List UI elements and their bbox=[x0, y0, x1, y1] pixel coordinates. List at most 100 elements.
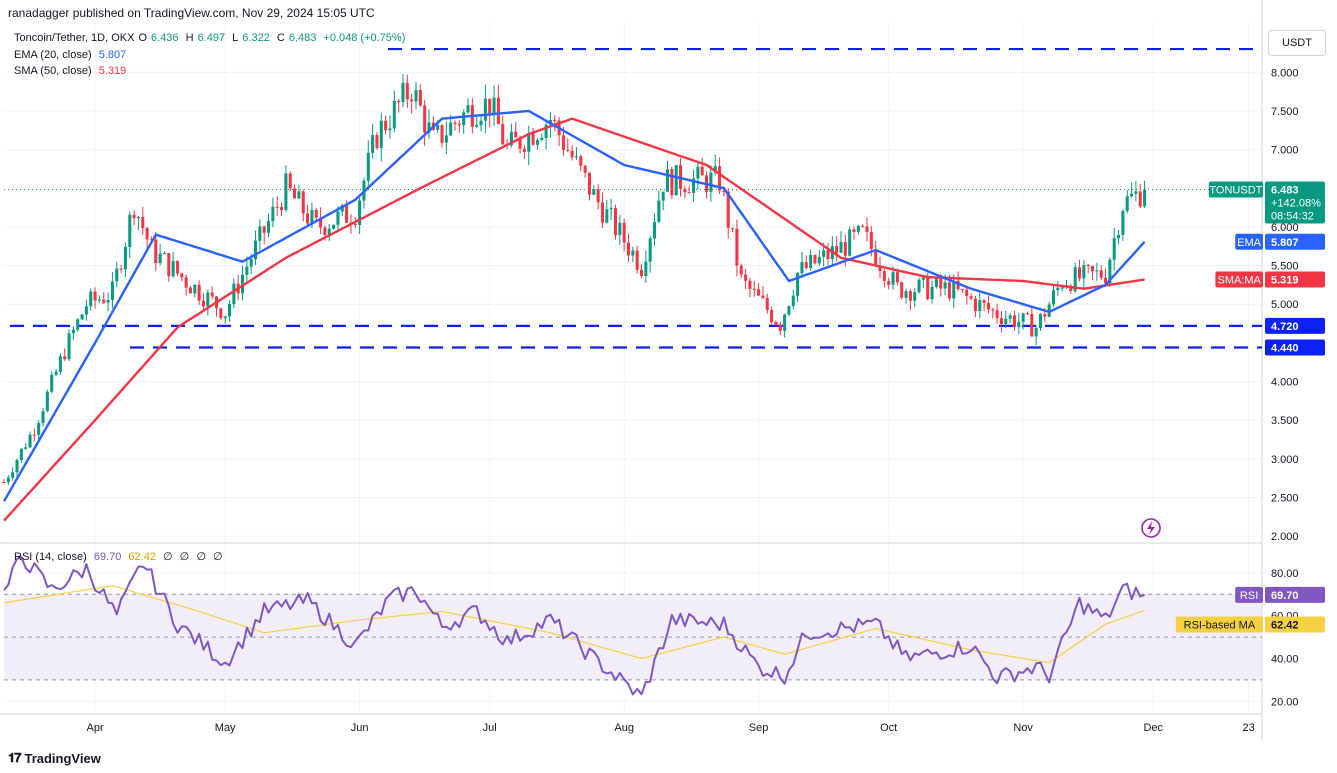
rsi-ma-badge-label: RSI-based MA bbox=[1184, 619, 1256, 631]
candle-body bbox=[414, 89, 418, 102]
candle-body bbox=[24, 447, 28, 449]
rsi-ma-badge-value: 62.42 bbox=[1271, 619, 1299, 631]
tradingview-brand[interactable]: 𝟏𝟕 TradingView bbox=[8, 750, 101, 766]
candle-body bbox=[947, 282, 951, 299]
candle-body bbox=[1008, 315, 1012, 319]
tonusdt-badge-sub: 08:54:32 bbox=[1271, 211, 1314, 223]
candle-body bbox=[241, 274, 245, 294]
candle-body bbox=[206, 292, 210, 307]
candle-body bbox=[132, 214, 136, 219]
candle-body bbox=[162, 253, 166, 255]
high-value: 6.497 bbox=[197, 32, 226, 44]
time-tick-label: Apr bbox=[87, 722, 104, 734]
candle-body bbox=[921, 277, 925, 280]
tradingview-logo-icon: 𝟏𝟕 bbox=[8, 750, 22, 765]
candle-body bbox=[223, 316, 227, 319]
candle-body bbox=[397, 100, 401, 103]
symbol-name: Toncoin/Tether, 1D, OKX bbox=[14, 32, 135, 44]
candle-body bbox=[353, 223, 357, 225]
candle-body bbox=[865, 226, 869, 233]
candle-body bbox=[1082, 265, 1086, 279]
candle-body bbox=[167, 253, 171, 277]
candle-body bbox=[895, 272, 899, 283]
candle-body bbox=[314, 209, 318, 218]
candle-body bbox=[210, 292, 214, 297]
ema-line bbox=[2, 109, 1146, 502]
candle-body bbox=[618, 222, 622, 236]
candle-body bbox=[770, 310, 774, 323]
candle-body bbox=[254, 240, 258, 260]
candle-body bbox=[509, 131, 513, 146]
candle-body bbox=[839, 242, 843, 253]
candle-body bbox=[817, 256, 821, 264]
close-label: C bbox=[276, 32, 285, 44]
candle-body bbox=[2, 482, 6, 484]
candle-body bbox=[1060, 287, 1064, 289]
candle-body bbox=[379, 120, 383, 148]
currency-button[interactable]: USDT bbox=[1268, 30, 1326, 56]
candle-body bbox=[739, 265, 743, 275]
candle-body bbox=[175, 261, 179, 274]
candle-body bbox=[1025, 313, 1029, 315]
candle-body bbox=[41, 411, 45, 424]
candle-body bbox=[67, 333, 71, 360]
candlesticks bbox=[2, 73, 1147, 485]
candle-body bbox=[123, 246, 127, 270]
candle-body bbox=[84, 306, 88, 315]
candle-body bbox=[761, 295, 765, 298]
sma-badge-label-box bbox=[1215, 271, 1263, 288]
candle-body bbox=[999, 318, 1003, 325]
candle-body bbox=[1099, 270, 1103, 278]
rsi-band bbox=[4, 593, 1262, 681]
candle-body bbox=[1038, 313, 1043, 329]
candle-body bbox=[973, 298, 977, 312]
candle-body bbox=[535, 139, 539, 145]
candle-body bbox=[384, 120, 388, 131]
low-label: L bbox=[232, 32, 239, 44]
candle-body bbox=[410, 99, 414, 102]
candle-body bbox=[796, 273, 800, 296]
candle-body bbox=[93, 291, 97, 301]
candle-body bbox=[787, 306, 791, 315]
candle-body bbox=[744, 274, 748, 281]
level-4720-badge-value-box bbox=[1265, 317, 1325, 334]
candle-body bbox=[271, 206, 275, 222]
candle-body bbox=[475, 125, 479, 127]
candle-body bbox=[332, 224, 336, 229]
candle-body bbox=[835, 246, 839, 253]
candle-body bbox=[501, 123, 505, 145]
candle-body bbox=[891, 272, 895, 285]
candle-body bbox=[158, 253, 162, 263]
candle-body bbox=[28, 434, 32, 448]
candle-body bbox=[219, 308, 223, 319]
candle-body bbox=[327, 228, 331, 236]
ema-label: EMA (20, close) bbox=[14, 49, 92, 61]
candle-body bbox=[319, 217, 323, 228]
candle-body bbox=[89, 291, 93, 307]
candle-body bbox=[882, 271, 886, 282]
candle-body bbox=[466, 105, 470, 113]
candle-body bbox=[540, 137, 544, 140]
candle-body bbox=[666, 169, 670, 192]
open-label: O bbox=[138, 32, 148, 44]
time-tick-label: Sep bbox=[749, 722, 769, 734]
candle-body bbox=[800, 262, 804, 274]
sma-value: 5.319 bbox=[98, 65, 127, 77]
candle-body bbox=[982, 300, 986, 303]
candle-body bbox=[275, 206, 279, 208]
candle-body bbox=[1112, 238, 1116, 260]
candle-body bbox=[45, 391, 49, 412]
price-tick-label: 3.500 bbox=[1271, 415, 1299, 427]
candle-body bbox=[63, 356, 67, 360]
candle-body bbox=[518, 137, 522, 149]
high-label: H bbox=[185, 32, 194, 44]
candle-body bbox=[661, 191, 665, 201]
candle-body bbox=[1125, 196, 1129, 211]
time-tick-label: Dec bbox=[1143, 722, 1163, 734]
candle-body bbox=[184, 277, 188, 288]
time-tick-label: 23 bbox=[1243, 722, 1255, 734]
candle-body bbox=[648, 238, 652, 262]
candle-body bbox=[306, 213, 310, 224]
candle-body bbox=[37, 423, 41, 435]
